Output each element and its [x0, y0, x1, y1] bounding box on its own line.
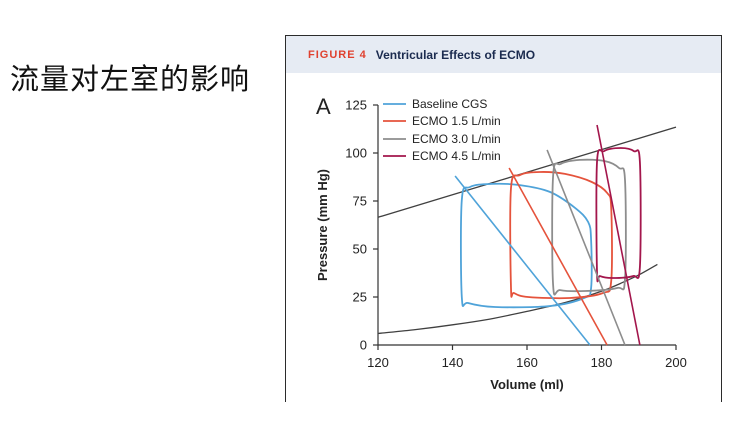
legend-label-1: ECMO 1.5 L/min [412, 114, 501, 128]
reference-curve-0 [377, 263, 658, 335]
slide-title: 流量对左室的影响 [10, 62, 251, 96]
series-loop-1 [509, 171, 613, 300]
pressure-volume-chart: A Pressure (mm Hg) Volume (ml) 0 25 50 75 10… [315, 94, 687, 392]
y-tick-label: 125 [345, 98, 367, 113]
legend-label-2: ECMO 3.0 L/min [412, 132, 501, 146]
panel-label: A [316, 94, 331, 119]
y-tick-label: 25 [353, 290, 367, 305]
figure-header: FIGURE 4 Ventricular Effects of ECMO [286, 36, 721, 73]
series-loop-2 [551, 158, 627, 296]
legend-label-0: Baseline CGS [412, 97, 487, 111]
figure-label: FIGURE 4 [308, 48, 367, 61]
legend-label-3: ECMO 4.5 L/min [412, 149, 501, 163]
y-axis-label: Pressure (mm Hg) [315, 169, 330, 281]
x-tick-label: 200 [665, 355, 687, 370]
series-line-3 [596, 124, 641, 346]
figure-panel: FIGURE 4 Ventricular Effects of ECMO [285, 35, 722, 402]
x-tick-label: 180 [591, 355, 613, 370]
y-tick-label: 75 [353, 194, 367, 209]
y-tick-label: 0 [360, 338, 367, 353]
x-tick-label: 140 [442, 355, 464, 370]
y-tick-label: 100 [345, 146, 367, 161]
series-loop-3 [595, 147, 642, 283]
series-loop-0 [460, 182, 593, 309]
x-axis-label: Volume (ml) [490, 377, 563, 392]
series-line-0 [454, 175, 591, 346]
x-tick-label: 160 [516, 355, 538, 370]
series-line-2 [546, 149, 626, 346]
y-tick-label: 50 [353, 242, 367, 257]
figure-title: Ventricular Effects of ECMO [375, 47, 536, 62]
x-tick-label: 120 [367, 355, 389, 370]
series-line-1 [508, 167, 608, 346]
